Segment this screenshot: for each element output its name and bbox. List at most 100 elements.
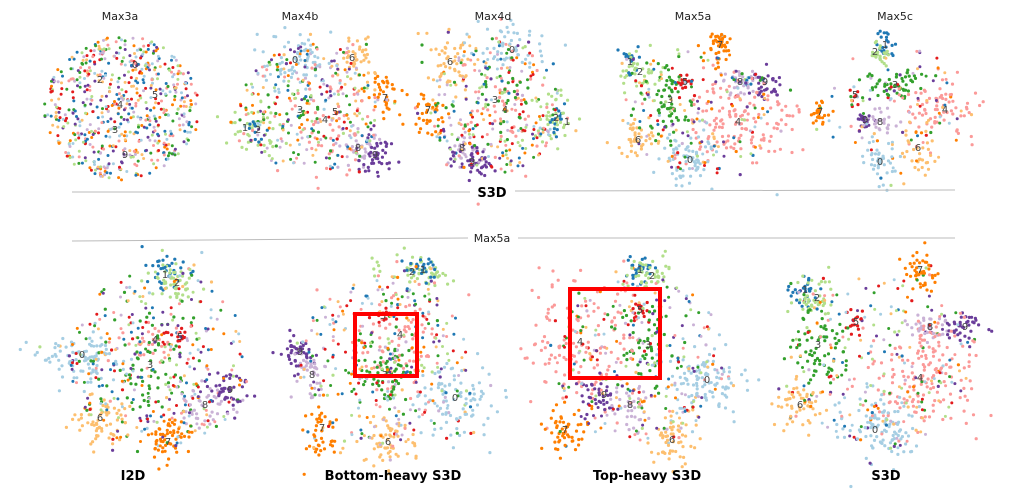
point-max5a <box>664 83 668 87</box>
point-max3a <box>65 87 69 91</box>
point-bottom-heavy <box>479 389 484 393</box>
point-max5c <box>878 106 882 110</box>
point-bottom-heavy <box>429 387 433 391</box>
point-i2d <box>183 394 187 398</box>
point-max3a <box>156 54 160 58</box>
point-i2d <box>184 422 188 426</box>
point-i2d <box>81 369 85 373</box>
point-i2d <box>88 336 92 340</box>
point-bottom-heavy <box>429 267 433 271</box>
point-max4b <box>315 137 319 141</box>
point-max3a <box>150 40 154 44</box>
point-max5c <box>927 118 931 122</box>
point-max4d <box>499 130 503 134</box>
point-max3a <box>152 144 155 147</box>
point-bottom-heavy <box>386 387 390 391</box>
point-bottom-heavy <box>397 409 401 414</box>
point-max4b <box>348 120 352 124</box>
point-i2d <box>199 280 203 284</box>
point-max3a <box>182 112 186 116</box>
point-bottom-heavy <box>378 361 382 365</box>
point-max5a <box>707 142 711 146</box>
point-max5c <box>812 111 816 116</box>
point-i2d <box>38 345 42 349</box>
point-max3a <box>132 44 136 48</box>
point-max4b <box>267 126 271 130</box>
point-max4b <box>278 145 282 149</box>
point-max4b <box>256 71 260 75</box>
point-max4b <box>380 155 384 159</box>
point-bottom-heavy <box>374 403 378 407</box>
point-i2d <box>109 368 112 372</box>
point-max4b <box>355 58 359 62</box>
point-i2d <box>163 438 167 442</box>
point-max5a <box>688 99 692 103</box>
point-max3a <box>59 92 63 96</box>
point-max3a <box>71 96 75 100</box>
point-i2d <box>136 375 140 379</box>
point-bottom-heavy <box>404 397 408 402</box>
point-bottom-heavy <box>395 317 399 321</box>
point-max4b <box>259 137 263 141</box>
point-max5a <box>769 134 773 138</box>
point-max4b <box>269 72 272 76</box>
point-max5c <box>873 163 877 168</box>
point-max5c <box>962 114 966 118</box>
point-max4d <box>458 74 462 78</box>
point-bottom-heavy <box>421 336 425 340</box>
point-max4d <box>544 144 548 148</box>
point-top-heavy <box>628 255 632 259</box>
point-bottom-heavy <box>322 379 326 383</box>
point-max3a <box>129 155 133 159</box>
point-i2d <box>170 433 175 438</box>
point-bottom-heavy <box>383 393 387 397</box>
point-max4b <box>270 58 273 62</box>
point-max4b <box>296 47 300 50</box>
point-i2d <box>107 411 111 415</box>
point-max5c <box>890 169 895 174</box>
point-max5a <box>683 109 687 112</box>
point-bottom-heavy <box>447 358 451 362</box>
point-max4b <box>313 111 317 115</box>
point-i2d <box>203 419 207 423</box>
point-i2d <box>231 374 235 378</box>
point-bottom-heavy <box>386 398 390 402</box>
point-top-heavy <box>614 270 618 274</box>
point-max5c <box>889 183 893 187</box>
point-max5a <box>769 106 773 110</box>
point-max3a <box>100 57 103 61</box>
point-max5c <box>898 73 902 77</box>
point-max4d <box>531 73 535 76</box>
point-max3a <box>64 119 67 123</box>
point-max4b <box>362 73 366 77</box>
point-max4d <box>506 156 510 160</box>
point-bottom-heavy <box>445 361 449 366</box>
point-max4b <box>250 92 254 96</box>
point-max5a <box>740 113 745 117</box>
point-max4d <box>523 129 527 133</box>
point-max3a <box>142 81 146 85</box>
point-bottom-heavy <box>402 269 407 273</box>
point-max4d <box>442 62 446 66</box>
point-i2d <box>204 327 208 330</box>
point-max3a <box>50 89 54 93</box>
point-max3a <box>150 78 154 82</box>
point-max5a <box>733 95 737 99</box>
point-max4d <box>557 109 561 113</box>
point-max5a <box>706 160 710 164</box>
point-max5a <box>633 133 637 137</box>
point-max5c <box>965 107 969 111</box>
point-max5a <box>686 145 690 149</box>
point-i2d <box>97 377 101 381</box>
point-max3a <box>91 55 95 59</box>
point-max5c <box>959 114 963 118</box>
point-max4b <box>253 130 257 134</box>
point-max3a <box>88 143 92 146</box>
point-max5a <box>631 122 636 126</box>
point-max4d <box>545 105 549 109</box>
point-bottom-heavy <box>431 272 435 276</box>
point-max4d <box>523 117 527 121</box>
point-max5a <box>671 122 675 126</box>
point-max4d <box>535 99 539 103</box>
point-max4d <box>484 160 488 164</box>
